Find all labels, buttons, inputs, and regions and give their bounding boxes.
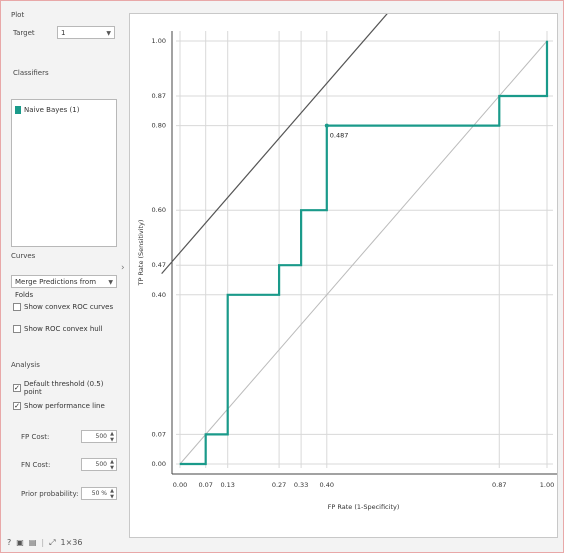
x-tick-label: 0.87 xyxy=(492,481,506,489)
classifier-list[interactable]: Naive Bayes (1) xyxy=(11,99,117,247)
roc-plot-area: 0.00 0.07 0.13 0.27 0.33 0.40 0.87 1.00 0.00 0.07… xyxy=(129,13,558,538)
control-panel: Plot Target 1 ▼ Classifiers Naive Bayes … xyxy=(7,11,119,516)
merge-predictions-value: Merge Predictions from Folds xyxy=(15,278,97,299)
y-tick-label: 0.87 xyxy=(152,92,166,100)
fn-cost-value: 500 xyxy=(95,461,107,468)
x-tick-label: 0.07 xyxy=(198,481,212,489)
x-tick-label: 0.00 xyxy=(173,481,187,489)
roc-point xyxy=(179,463,181,465)
roc-point xyxy=(227,433,229,435)
roc-point xyxy=(546,40,548,42)
y-tick-label: 0.80 xyxy=(152,122,166,130)
roc-point xyxy=(205,433,207,435)
spin-arrows-icon[interactable]: ▲ ▼ xyxy=(110,431,114,443)
target-combo[interactable]: 1 ▼ xyxy=(57,26,115,39)
y-tick-label: 0.07 xyxy=(152,430,166,438)
fn-cost-spinbox[interactable]: 500 ▲ ▼ xyxy=(81,458,117,471)
checkbox-box[interactable] xyxy=(13,303,21,311)
target-label: Target xyxy=(13,29,35,37)
merge-predictions-combo[interactable]: Merge Predictions from Folds ▼ xyxy=(11,275,117,299)
y-tick-label: 0.00 xyxy=(152,460,166,468)
x-tick-label: 0.27 xyxy=(272,481,286,489)
fp-cost-label: FP Cost: xyxy=(21,433,50,441)
spin-arrows-icon[interactable]: ▲ ▼ xyxy=(110,488,114,500)
diagonal-line xyxy=(179,40,548,465)
x-tick-label: 1.00 xyxy=(540,481,554,489)
threshold-point xyxy=(324,123,329,128)
x-tick-label: 0.13 xyxy=(220,481,234,489)
classifier-label: Classifiers xyxy=(13,69,49,77)
curves-section-title: Curves xyxy=(11,252,36,260)
y-axis-label: TP Rate (Sensitivity) xyxy=(137,220,145,287)
classifier-item[interactable]: Naive Bayes (1) xyxy=(15,105,79,115)
fp-cost-value: 500 xyxy=(95,433,107,440)
threshold-point-label: 0.487 xyxy=(330,132,349,140)
analysis-section-title: Analysis xyxy=(11,361,40,369)
roc-point xyxy=(278,264,280,266)
x-tick-label: 0.33 xyxy=(294,481,308,489)
checkmark-icon[interactable]: ✓ xyxy=(13,402,21,410)
prior-probability-value: 50 % xyxy=(91,490,107,497)
x-axis-label: FP Rate (1-Specificity) xyxy=(328,503,400,511)
report-icon[interactable]: ▤ xyxy=(28,538,37,547)
plot-section-title: Plot xyxy=(11,11,25,19)
help-icon[interactable]: ? xyxy=(7,538,12,547)
performance-line xyxy=(161,14,388,275)
show-convex-curves-label: Show convex ROC curves xyxy=(24,303,114,311)
roc-point xyxy=(278,294,280,296)
checkmark-icon[interactable]: ✓ xyxy=(13,384,21,392)
y-tick-label: 0.60 xyxy=(152,206,166,214)
classifier-color-swatch xyxy=(15,106,21,114)
roc-point xyxy=(546,95,548,97)
chevron-down-icon: ▼ xyxy=(106,30,111,37)
roc-point xyxy=(227,294,229,296)
roc-point xyxy=(205,463,207,465)
roc-chart: 0.00 0.07 0.13 0.27 0.33 0.40 0.87 1.00 0.00 0.07… xyxy=(137,14,557,511)
y-tick-label: 0.40 xyxy=(152,291,166,299)
prior-probability-label: Prior probability: xyxy=(21,490,79,498)
show-convex-curves-checkbox[interactable]: Show convex ROC curves xyxy=(13,303,113,311)
roc-point xyxy=(326,209,328,211)
checkbox-box[interactable] xyxy=(13,325,21,333)
classifier-name: Naive Bayes (1) xyxy=(24,106,80,114)
size-label: 1×36 xyxy=(60,538,83,547)
y-tick-label: 1.00 xyxy=(152,37,166,45)
prior-probability-spinbox[interactable]: 50 % ▲ ▼ xyxy=(81,487,117,500)
resize-icon[interactable]: ⤢ xyxy=(49,538,56,547)
show-performance-line-checkbox[interactable]: ✓ Show performance line xyxy=(13,402,105,410)
bottom-status-bar: ? ▣ ▤ | ⤢ 1×36 xyxy=(7,538,83,547)
default-threshold-checkbox[interactable]: ✓ Default threshold (0.5) point xyxy=(13,380,119,396)
target-value: 1 xyxy=(61,29,66,37)
save-icon[interactable]: ▣ xyxy=(16,538,24,547)
collapse-panel-icon[interactable]: › xyxy=(121,263,125,273)
show-performance-line-label: Show performance line xyxy=(24,402,105,410)
roc-point xyxy=(300,209,302,211)
roc-point xyxy=(498,95,500,97)
chevron-down-icon: ▼ xyxy=(108,279,113,286)
y-tick-label: 0.47 xyxy=(152,261,166,269)
roc-point xyxy=(300,264,302,266)
show-convex-hull-label: Show ROC convex hull xyxy=(24,325,103,333)
fn-cost-label: FN Cost: xyxy=(21,461,51,469)
show-convex-hull-checkbox[interactable]: Show ROC convex hull xyxy=(13,325,103,333)
default-threshold-label: Default threshold (0.5) point xyxy=(23,380,104,396)
x-tick-label: 0.40 xyxy=(320,481,334,489)
roc-point xyxy=(498,125,500,127)
spin-arrows-icon[interactable]: ▲ ▼ xyxy=(110,459,114,471)
fp-cost-spinbox[interactable]: 500 ▲ ▼ xyxy=(81,430,117,443)
